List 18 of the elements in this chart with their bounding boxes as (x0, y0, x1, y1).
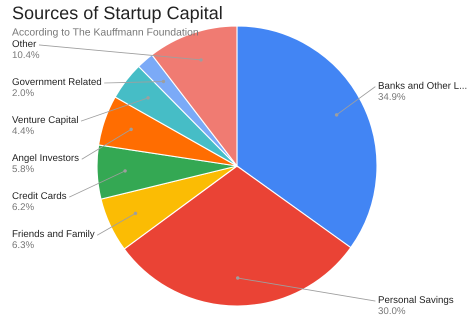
chart-subtitle: According to The Kauffmann Foundation (12, 28, 198, 38)
data-label: 10.4% (12, 51, 40, 58)
data-label: 2.0% (12, 89, 34, 96)
slice-label: Credit Cards (12, 192, 66, 200)
data-label: 5.8% (12, 165, 34, 172)
slice-label: Angel Investors (12, 154, 79, 163)
slice-label: Other (12, 40, 36, 48)
slice-label: Venture Capital (12, 116, 78, 125)
data-label: 4.4% (12, 127, 34, 134)
data-label: 30.0% (378, 307, 406, 314)
slice-label: Friends and Family (12, 230, 95, 239)
data-label: 6.2% (12, 203, 34, 210)
chart-title: Sources of Startup Capital (12, 6, 222, 23)
slice-label: Banks and Other L... (378, 82, 466, 89)
slice-label: Government Related (12, 78, 102, 86)
slice-label: Personal Savings (378, 296, 454, 305)
data-label: 34.9% (378, 93, 406, 100)
data-label: 6.3% (12, 241, 34, 248)
